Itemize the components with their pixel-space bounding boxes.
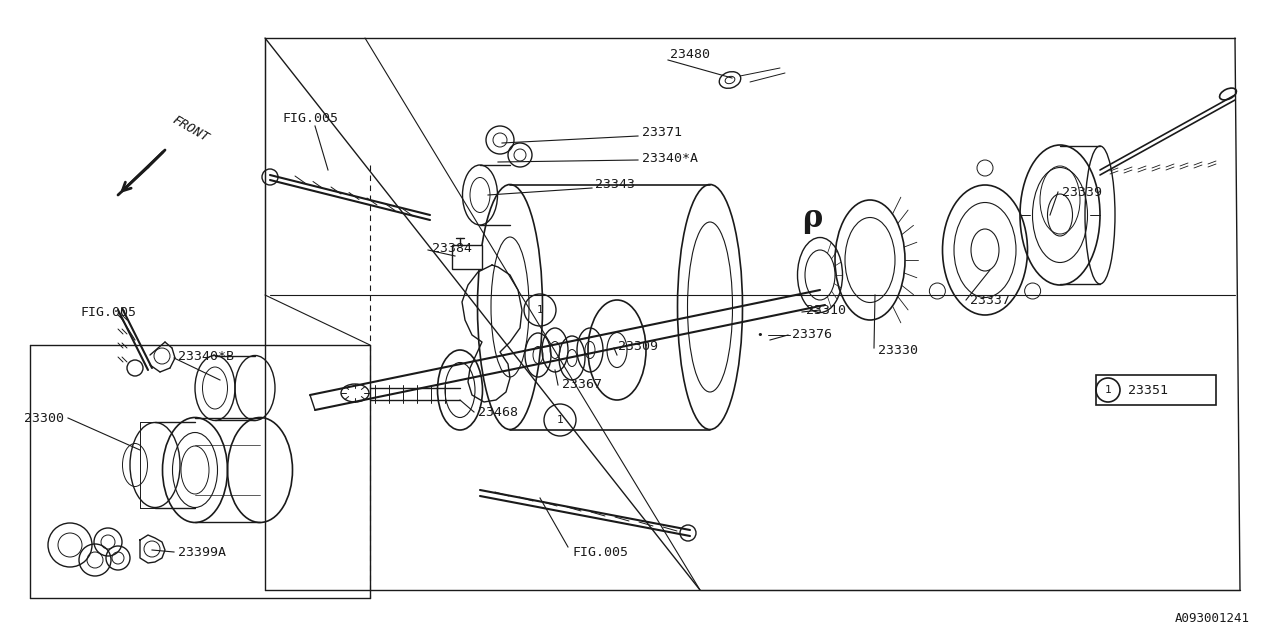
Text: 23309: 23309 (618, 339, 658, 353)
Text: 23310: 23310 (806, 303, 846, 317)
Text: 1: 1 (536, 305, 544, 315)
Text: 23468: 23468 (477, 406, 518, 419)
Text: 23300: 23300 (24, 412, 64, 424)
Text: 23330: 23330 (878, 344, 918, 356)
Text: 23337: 23337 (970, 294, 1010, 307)
Text: •: • (756, 330, 763, 340)
Text: A093001241: A093001241 (1175, 612, 1251, 625)
Text: 23340*A: 23340*A (643, 152, 698, 164)
Text: 23351: 23351 (1128, 383, 1169, 397)
Text: FRONT: FRONT (170, 114, 211, 145)
Text: 23343: 23343 (595, 179, 635, 191)
Text: 1: 1 (1105, 385, 1111, 395)
Text: 23367: 23367 (562, 378, 602, 390)
Text: 23371: 23371 (643, 125, 682, 138)
Text: 23399A: 23399A (178, 545, 227, 559)
Text: 23384: 23384 (433, 241, 472, 255)
Text: 23340*B: 23340*B (178, 351, 234, 364)
Bar (1096, 375, 1216, 405)
Text: 23480: 23480 (669, 49, 710, 61)
Text: 1: 1 (557, 415, 563, 425)
Text: ρ: ρ (801, 202, 822, 234)
Text: FIG.005: FIG.005 (79, 307, 136, 319)
Bar (452, 245, 483, 269)
Text: FIG.005: FIG.005 (572, 545, 628, 559)
Text: FIG.005: FIG.005 (282, 111, 338, 125)
Text: 23376: 23376 (792, 328, 832, 342)
Text: 23339: 23339 (1062, 186, 1102, 198)
